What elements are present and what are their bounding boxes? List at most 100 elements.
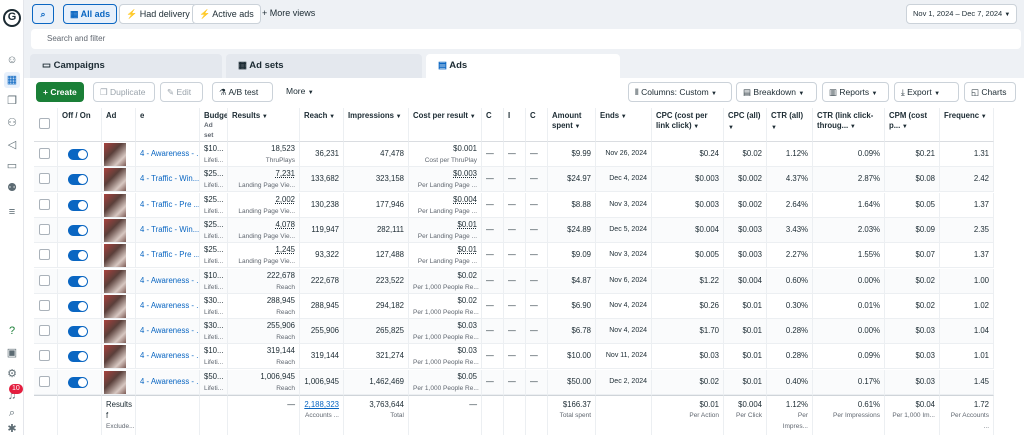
ad-status-toggle[interactable] xyxy=(68,326,88,338)
row-checkbox[interactable] xyxy=(39,350,50,362)
help-icon[interactable]: ? xyxy=(8,325,16,337)
edit-button[interactable]: ✎ Edit xyxy=(160,82,203,102)
column-header-offon[interactable]: Off / On xyxy=(58,108,102,142)
ad-thumbnail[interactable] xyxy=(104,320,126,344)
ad-thumbnail[interactable] xyxy=(104,143,126,166)
column-header-c3[interactable]: C xyxy=(526,108,548,142)
ad-thumbnail[interactable] xyxy=(104,168,126,192)
ad-thumbnail[interactable] xyxy=(104,244,126,268)
select-all-checkbox[interactable] xyxy=(39,118,50,129)
table-cell-name[interactable]: 4 - Awareness - ... xyxy=(136,293,200,319)
ad-status-toggle[interactable] xyxy=(68,174,88,186)
settings-icon[interactable]: ⚙ xyxy=(7,368,17,380)
date-range-picker[interactable]: Nov 1, 2024 – Dec 7, 2024 ▼ xyxy=(906,4,1018,24)
duplicate-button[interactable]: ❐ Duplicate xyxy=(93,82,155,102)
row-checkbox[interactable] xyxy=(39,375,50,387)
ad-status-toggle[interactable] xyxy=(68,250,88,262)
had-delivery-button[interactable]: ⚡ Had delivery xyxy=(119,4,197,24)
table-cell-cpr[interactable]: $0.003 Per Landing Page ... xyxy=(409,167,482,193)
reports-button[interactable]: ▥ Reports ▼ xyxy=(822,82,889,102)
menu-icon[interactable]: ≡ xyxy=(8,206,16,218)
table-cell-cpr[interactable]: $0.001 Cost per ThruPlay xyxy=(409,142,482,167)
inbox-icon[interactable]: ▣ xyxy=(6,347,18,359)
all-ads-button[interactable]: ▦ All ads xyxy=(63,4,118,24)
breakdown-button[interactable]: ▤ Breakdown ▼ xyxy=(736,82,817,102)
debug-icon[interactable]: ✱ xyxy=(7,423,17,435)
column-header-ends[interactable]: Ends ▼ xyxy=(596,108,652,142)
table-cell-results[interactable]: 319,144 Reach xyxy=(228,344,300,370)
column-header-name[interactable]: e xyxy=(136,108,200,142)
row-checkbox[interactable] xyxy=(39,198,50,210)
billing-icon[interactable]: ▭ xyxy=(6,160,18,172)
table-cell-name[interactable]: 4 - Awareness - ... xyxy=(136,268,200,294)
bell-icon[interactable]: ♫ xyxy=(7,390,17,402)
table-cell-cpr[interactable]: $0.004 Per Landing Page ... xyxy=(409,192,482,218)
table-cell-name[interactable]: 4 - Traffic - Win... xyxy=(136,217,200,243)
columns-button[interactable]: ⦀ Columns: Custom ▼ xyxy=(628,82,732,102)
sort-chevron-icon[interactable]: ▼ xyxy=(691,124,700,130)
row-checkbox[interactable] xyxy=(39,325,50,337)
column-header-ad[interactable]: Ad xyxy=(102,108,136,142)
table-cell-results[interactable]: 4,078 Landing Page Vie... xyxy=(228,217,300,243)
column-header-cpc_link[interactable]: CPC (cost per link click) ▼ xyxy=(652,108,724,142)
column-header-freq[interactable]: Frequenc ▼ xyxy=(940,108,994,142)
table-cell-name[interactable]: 4 - Traffic - Pre ... xyxy=(136,192,200,218)
table-icon[interactable]: ▦ xyxy=(4,72,20,88)
ad-status-toggle[interactable] xyxy=(68,351,88,363)
row-checkbox[interactable] xyxy=(39,148,50,159)
tab-ad-sets[interactable]: ▦ Ad sets xyxy=(226,54,422,78)
search-icon[interactable]: ⌕ xyxy=(8,407,16,419)
column-header-ctr_link[interactable]: CTR (link click-throug... ▼ xyxy=(813,108,885,142)
row-checkbox[interactable] xyxy=(39,223,50,235)
table-cell-cpr[interactable]: $0.03 Per 1,000 People Re... xyxy=(409,344,482,370)
ad-status-toggle[interactable] xyxy=(68,224,88,236)
create-button[interactable]: + Create xyxy=(36,82,84,102)
ad-status-toggle[interactable] xyxy=(68,199,88,211)
column-header-amount[interactable]: Amount spent ▼ xyxy=(548,108,596,142)
row-checkbox[interactable] xyxy=(39,299,50,311)
sort-chevron-icon[interactable]: ▼ xyxy=(728,125,734,131)
ad-status-toggle[interactable] xyxy=(68,275,88,287)
table-cell-name[interactable]: 4 - Awareness - ... xyxy=(136,319,200,345)
more-views-button[interactable]: + More views xyxy=(256,4,321,24)
sort-chevron-icon[interactable]: ▼ xyxy=(848,124,856,130)
column-header-c2[interactable]: I xyxy=(504,108,526,142)
table-cell-results[interactable]: 288,945 Reach xyxy=(228,293,300,319)
table-cell-results[interactable]: 255,906 Reach xyxy=(228,319,300,345)
export-button[interactable]: ⤓ Export ▼ xyxy=(894,82,959,102)
search-toggle-button[interactable]: ⌕ xyxy=(32,4,54,24)
sort-chevron-icon[interactable]: ▼ xyxy=(327,114,336,120)
table-cell-results[interactable]: 7,231 Landing Page Vie... xyxy=(228,167,300,193)
table-cell-name[interactable]: 4 - Traffic - Pre ... xyxy=(136,243,200,269)
table-cell-results[interactable]: 18,523 ThruPlays xyxy=(228,142,300,167)
megaphone-icon[interactable]: ◁ xyxy=(7,139,17,151)
table-cell-results[interactable]: 1,006,945 Reach xyxy=(228,369,300,395)
sort-chevron-icon[interactable]: ▼ xyxy=(260,114,268,120)
column-header-results[interactable]: Results ▼ xyxy=(228,108,300,142)
active-ads-button[interactable]: ⚡ Active ads xyxy=(192,4,261,24)
more-button[interactable]: More ▼ xyxy=(280,82,322,102)
table-cell-name[interactable]: 4 - Traffic - Win... xyxy=(136,167,200,193)
column-header-chk[interactable] xyxy=(34,108,58,142)
tab-campaigns[interactable]: ▭ Campaigns xyxy=(30,54,222,78)
ad-thumbnail[interactable] xyxy=(104,269,126,293)
row-checkbox[interactable] xyxy=(39,249,50,261)
ad-status-toggle[interactable] xyxy=(68,300,88,312)
ad-thumbnail[interactable] xyxy=(104,193,126,217)
ad-status-toggle[interactable] xyxy=(68,376,88,388)
ad-thumbnail[interactable] xyxy=(104,218,126,242)
table-cell-cpr[interactable]: $0.01 Per Landing Page ... xyxy=(409,217,482,243)
table-cell-results[interactable]: 222,678 Reach xyxy=(228,268,300,294)
tab-ads[interactable]: ▤ Ads xyxy=(426,54,620,78)
row-checkbox[interactable] xyxy=(39,274,50,286)
column-header-reach[interactable]: Reach ▼ xyxy=(300,108,344,142)
ad-thumbnail[interactable] xyxy=(104,294,126,318)
sort-chevron-icon[interactable]: ▼ xyxy=(900,124,908,130)
column-header-cpm[interactable]: CPM (cost p... ▼ xyxy=(885,108,940,142)
column-header-cost_per[interactable]: Cost per result ▼ xyxy=(409,108,482,142)
column-header-c1[interactable]: C xyxy=(482,108,504,142)
smile-icon[interactable]: ☺ xyxy=(6,54,18,66)
app-logo[interactable]: G xyxy=(3,9,21,27)
column-header-impressions[interactable]: Impressions ▼ xyxy=(344,108,409,142)
people-icon[interactable]: ⚉ xyxy=(7,182,17,194)
